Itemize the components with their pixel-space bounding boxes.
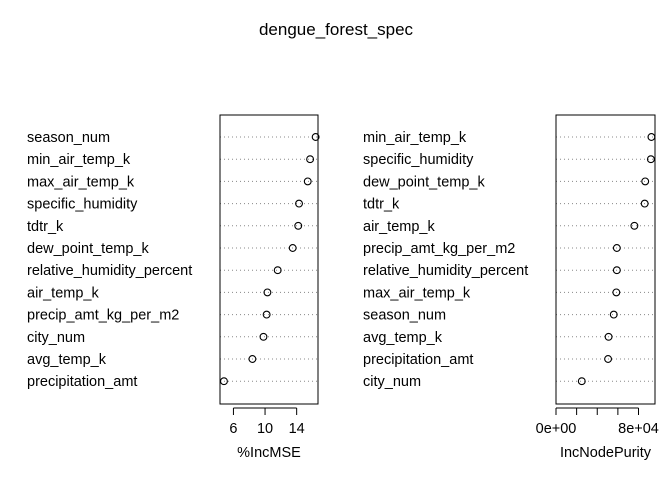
row-label: precipitation_amt — [27, 374, 137, 390]
row-label: relative_humidity_percent — [27, 263, 192, 279]
row-label: max_air_temp_k — [363, 285, 471, 301]
data-point — [288, 244, 297, 252]
data-point — [604, 332, 613, 341]
data-point — [641, 177, 650, 186]
x-axis-title: %IncMSE — [237, 445, 301, 461]
data-point — [273, 266, 282, 275]
x-tick-label: 14 — [289, 421, 305, 437]
data-point — [248, 355, 257, 363]
row-label: city_num — [363, 374, 421, 390]
row-label: tdtr_k — [363, 197, 400, 213]
row-label: air_temp_k — [27, 285, 99, 301]
row-label: season_num — [27, 130, 110, 146]
row-label: precipitation_amt — [363, 352, 473, 368]
data-point — [311, 133, 320, 141]
data-point — [647, 133, 656, 141]
data-point — [259, 332, 268, 341]
data-point — [220, 377, 228, 386]
row-label: season_num — [363, 308, 446, 324]
x-tick-label: 6 — [229, 421, 237, 437]
data-point — [295, 199, 303, 208]
importance-panel-incmse: season_num min_air_temp_k max_air_temp_ksp… — [27, 114, 320, 461]
x-axis-title: IncNodePurity — [560, 445, 652, 461]
plot-frame — [219, 114, 319, 405]
importance-panel-incnodepurity: min_air_temp_k specific_humidity dew_point… — [363, 114, 659, 461]
row-label: max_air_temp_k — [27, 174, 135, 190]
data-point — [262, 310, 271, 319]
data-point — [577, 377, 586, 386]
row-label: specific_humidity — [363, 152, 474, 168]
row-label: min_air_temp_k — [363, 130, 467, 146]
x-tick-label: 0e+00 — [536, 421, 577, 437]
chart-title: dengue_forest_spec — [259, 20, 414, 39]
row-label: min_air_temp_k — [27, 152, 131, 168]
data-point — [612, 266, 621, 275]
data-point — [646, 155, 655, 164]
data-point — [630, 221, 639, 230]
data-point — [612, 288, 621, 297]
row-label: precip_amt_kg_per_m2 — [363, 241, 515, 257]
row-label: city_num — [27, 330, 85, 346]
row-label: avg_temp_k — [363, 330, 443, 346]
data-point — [612, 244, 621, 252]
data-point — [303, 177, 312, 186]
x-tick-label: 8e+04 — [618, 421, 659, 437]
data-point — [263, 288, 272, 297]
row-label: air_temp_k — [363, 219, 435, 235]
data-point — [609, 310, 618, 319]
plot-frame — [555, 114, 656, 405]
row-label: dew_point_temp_k — [27, 241, 149, 257]
x-tick-label: 10 — [257, 421, 273, 437]
data-point — [640, 199, 649, 208]
data-point — [604, 355, 613, 363]
row-label: dew_point_temp_k — [363, 174, 485, 190]
row-label: specific_humidity — [27, 197, 138, 213]
row-label: avg_temp_k — [27, 352, 107, 368]
row-label: relative_humidity_percent — [363, 263, 528, 279]
data-point — [294, 221, 303, 230]
row-label: precip_amt_kg_per_m2 — [27, 308, 179, 324]
data-point — [306, 155, 315, 164]
row-label: tdtr_k — [27, 219, 64, 235]
